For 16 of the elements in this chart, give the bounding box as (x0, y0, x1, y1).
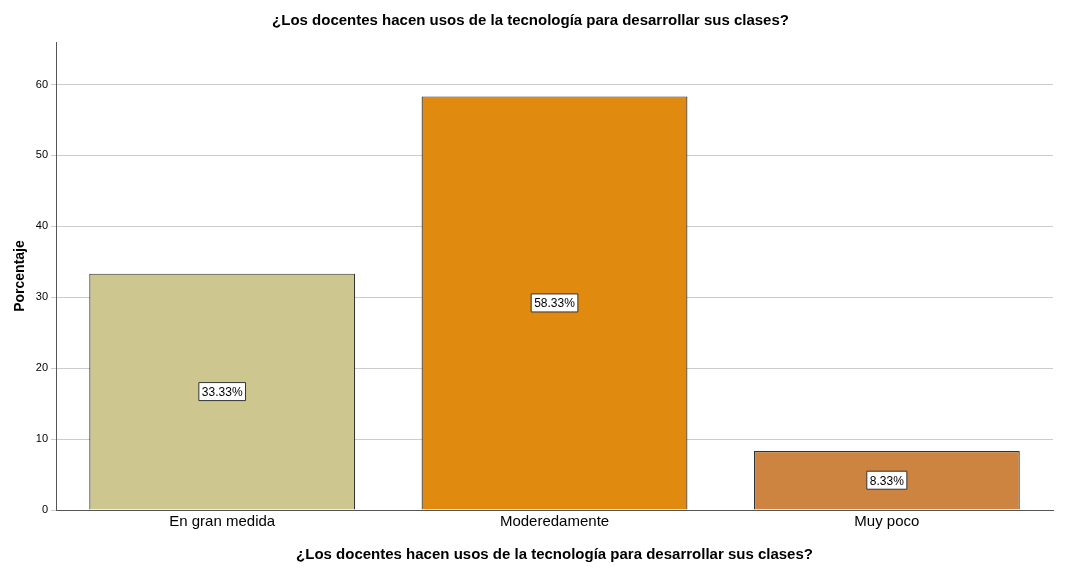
y-tick-label: 10 (35, 432, 49, 445)
y-tick-label: 50 (35, 148, 49, 161)
y-tick-label: 30 (35, 290, 49, 303)
data-label: 33.33% (201, 384, 243, 399)
chart-title: ¿Los docentes hacen usos de la tecnología para desarrollar sus clases? (272, 11, 789, 29)
data-label: 58.33% (534, 296, 576, 311)
data-label: 8.33% (869, 473, 905, 488)
y-tick-label: 20 (35, 361, 49, 374)
x-axis-title: ¿Los docentes hacen usos de la tecnología para desarrollar sus clases? (296, 545, 813, 563)
y-tick-label: 0 (41, 503, 49, 516)
x-tick-label: En gran medida (169, 512, 276, 530)
y-axis-title: Porcentaje (11, 240, 28, 312)
y-tick-label: 60 (35, 77, 49, 90)
y-tick-label: 40 (35, 219, 49, 232)
x-tick-label: Moderedamente (499, 512, 610, 530)
x-tick-label: Muy poco (854, 512, 920, 530)
